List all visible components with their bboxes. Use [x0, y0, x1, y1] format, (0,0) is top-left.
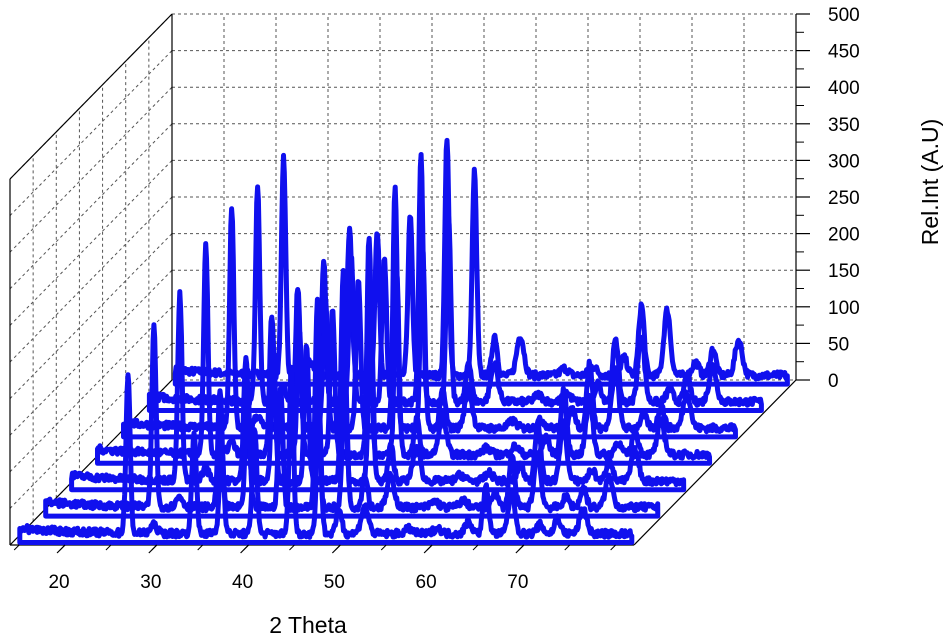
x-axis-title: 2 Theta: [269, 612, 347, 638]
left-wall-gridline-h: [9, 196, 173, 363]
z-tick-label: 150: [828, 261, 860, 282]
x-minor-tick: [197, 544, 204, 551]
z-tick-label: 0: [828, 371, 839, 392]
z-tick-label: 450: [828, 42, 860, 63]
x-tick-label: 40: [232, 572, 253, 593]
x-minor-tick: [243, 544, 249, 551]
series-trace-5: [121, 184, 738, 440]
left-wall-gridline-h: [9, 86, 173, 253]
x-minor-tick: [13, 544, 20, 551]
x-tick-label: 20: [48, 572, 69, 593]
series-trace-1: [17, 364, 635, 545]
left-wall-gridline-h: [9, 123, 173, 290]
x-tick-label: 70: [507, 572, 528, 593]
left-wall-gridline-h: [9, 233, 173, 399]
x-minor-tick: [105, 544, 112, 551]
z-tick-label: 200: [828, 225, 860, 246]
z-tick-label: 50: [828, 334, 849, 355]
x-minor-tick: [518, 544, 525, 551]
series-trace-7: [172, 137, 790, 387]
x-tick-label: 30: [140, 572, 161, 593]
depth-axis-left: [9, 379, 173, 546]
tick-layer: 20 30 40 50 60 70 0 50 100 150 200 250 300 350 400 450 5…: [13, 5, 860, 593]
left-wall-gridline-h: [9, 306, 173, 473]
series-trace-3: [69, 268, 687, 493]
x-minor-tick: [564, 544, 571, 551]
x-minor-tick: [426, 544, 433, 551]
z-tick-label: 400: [828, 78, 860, 99]
z-tick-label: 250: [828, 188, 860, 209]
x-tick-label: 50: [324, 572, 345, 593]
left-wall-gridline-h: [9, 50, 173, 216]
left-wall-gridline-h: [9, 343, 173, 509]
x-minor-tick: [289, 544, 295, 551]
left-top-edge: [9, 13, 173, 180]
z-tick-label: 350: [828, 115, 860, 136]
x-tick-label: 60: [416, 572, 437, 593]
series-trace-4: [95, 235, 713, 466]
z-axis-title: Rel.Int (A.U): [917, 119, 943, 246]
left-wall-gridline-h: [9, 269, 173, 436]
depth-axis-right: [633, 379, 797, 546]
series-traces: [17, 137, 790, 545]
x-minor-tick: [610, 544, 617, 551]
x-minor-tick: [380, 544, 387, 551]
z-tick-label: 300: [828, 151, 860, 172]
x-minor-tick: [151, 544, 158, 551]
x-minor-tick: [59, 544, 66, 551]
x-minor-tick: [334, 544, 341, 551]
left-wall-gridline-h: [9, 160, 173, 326]
z-tick-label: 100: [828, 298, 860, 319]
series-trace-2: [43, 296, 661, 519]
z-tick-label: 500: [828, 5, 860, 26]
x-minor-tick: [472, 544, 479, 551]
